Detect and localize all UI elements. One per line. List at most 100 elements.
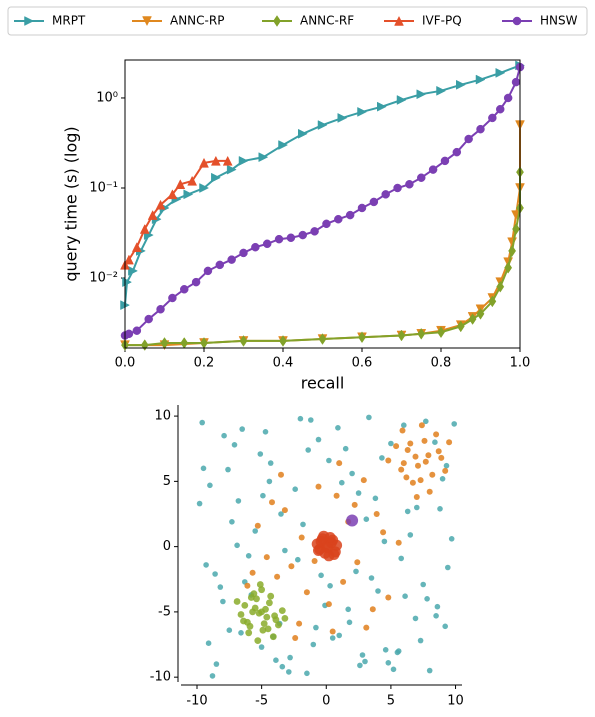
marker — [144, 314, 153, 324]
point — [413, 494, 420, 500]
point — [245, 629, 253, 637]
point — [226, 627, 233, 633]
legend-item: MRPT — [14, 14, 86, 28]
point — [267, 592, 275, 600]
point — [278, 511, 284, 517]
marker — [124, 254, 134, 265]
point — [258, 586, 265, 594]
point — [267, 460, 274, 466]
point — [318, 572, 324, 579]
point — [336, 632, 343, 639]
point — [388, 440, 394, 447]
point — [409, 479, 416, 486]
y-tick-label: 10⁰ — [96, 90, 118, 105]
point — [346, 619, 353, 626]
point — [382, 647, 389, 653]
marker — [286, 233, 296, 243]
point-group — [346, 514, 359, 527]
marker — [511, 77, 521, 87]
point — [315, 436, 322, 443]
point — [342, 445, 349, 452]
point — [269, 499, 275, 506]
point — [353, 568, 359, 575]
point — [278, 471, 284, 478]
marker — [456, 320, 465, 333]
point — [287, 654, 293, 661]
point — [331, 539, 343, 551]
point — [209, 673, 216, 679]
point — [434, 603, 441, 610]
point — [266, 599, 273, 607]
x-tick-label: 0.8 — [431, 356, 452, 371]
point — [259, 626, 267, 634]
point — [298, 534, 305, 541]
marker — [456, 79, 466, 90]
marker — [358, 331, 366, 344]
marker — [496, 280, 505, 293]
marker — [496, 104, 505, 114]
point — [385, 594, 392, 601]
legend-label: ANNC-RP — [170, 14, 224, 28]
marker — [345, 210, 355, 220]
point — [424, 596, 430, 602]
x-axis-label: recall — [301, 374, 345, 393]
point — [282, 547, 288, 554]
point — [326, 457, 332, 464]
point — [379, 455, 385, 461]
point — [271, 612, 278, 620]
marker — [279, 335, 287, 347]
point — [373, 511, 380, 517]
point — [249, 608, 256, 616]
marker — [180, 337, 189, 349]
point — [402, 593, 408, 599]
point — [398, 555, 405, 562]
point — [369, 606, 376, 613]
series-line — [124, 66, 521, 337]
marker — [437, 326, 445, 339]
x-tick-label: 10 — [447, 694, 464, 709]
point — [426, 667, 433, 674]
point — [385, 457, 392, 464]
marker — [132, 326, 142, 335]
point — [340, 578, 347, 585]
point — [292, 635, 299, 641]
marker — [239, 335, 248, 347]
y-tick-label: 5 — [163, 474, 171, 489]
legend-marker — [512, 16, 522, 26]
point — [237, 611, 245, 618]
marker — [160, 337, 169, 349]
legend-item: ANNC-RP — [132, 14, 224, 28]
x-tick-label: 0.2 — [194, 356, 215, 371]
series-line — [125, 172, 521, 347]
marker — [199, 183, 210, 193]
marker — [124, 329, 134, 339]
marker — [180, 285, 189, 294]
point — [327, 583, 333, 589]
marker — [168, 293, 177, 303]
marker — [440, 156, 450, 166]
point — [351, 501, 358, 508]
point — [437, 506, 443, 512]
point — [273, 657, 279, 663]
x-tick-label: -10 — [186, 694, 207, 709]
point — [375, 588, 381, 594]
point — [253, 595, 260, 603]
marker — [227, 255, 236, 264]
point — [366, 414, 372, 421]
point — [274, 573, 281, 580]
point — [229, 519, 235, 525]
marker — [258, 152, 269, 163]
marker — [397, 329, 406, 342]
legend-item: HNSW — [502, 14, 578, 28]
marker — [211, 172, 221, 183]
point — [296, 620, 303, 627]
x-tick-label: 0 — [322, 694, 330, 709]
point — [212, 571, 218, 577]
series-line — [125, 125, 521, 347]
point — [278, 607, 286, 614]
marker — [226, 164, 237, 175]
point — [257, 451, 264, 457]
point — [240, 617, 247, 625]
point — [260, 492, 266, 499]
